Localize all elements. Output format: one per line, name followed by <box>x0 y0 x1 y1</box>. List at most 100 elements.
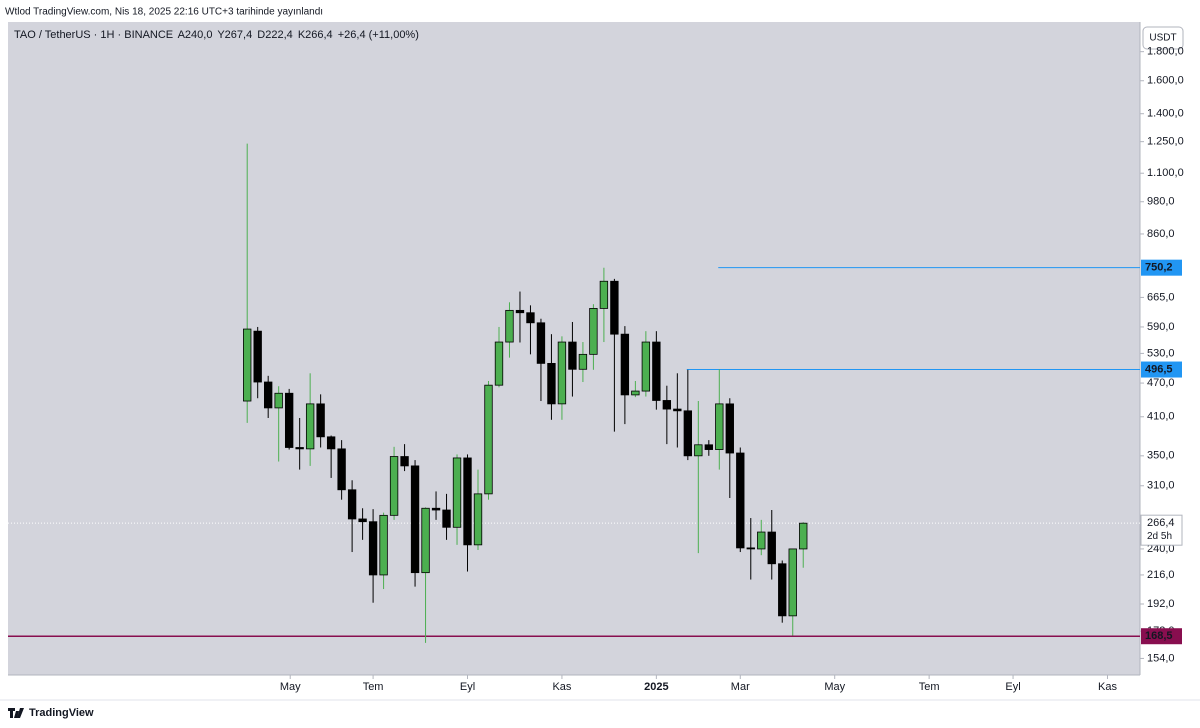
y-tick-label: 240,0 <box>1147 543 1175 555</box>
candle-body <box>736 452 745 549</box>
last-price-box <box>1140 514 1183 546</box>
y-tick-label: 216,0 <box>1147 569 1175 581</box>
candle-body <box>641 341 651 392</box>
x-tick-label: Mar <box>731 681 750 693</box>
brand-icon <box>8 708 24 718</box>
level-label: 496,5 <box>1145 363 1173 375</box>
candle-body <box>505 309 514 343</box>
candle-body <box>484 384 493 495</box>
y-tick-label: 665,0 <box>1147 291 1175 303</box>
candle-body <box>431 507 441 511</box>
y-tick-label: 1.400,0 <box>1147 108 1184 120</box>
candle-body <box>274 392 283 409</box>
x-tick-label: Tem <box>363 681 384 693</box>
y-tick-label: 410,0 <box>1147 411 1175 423</box>
level-label-box <box>1141 361 1182 378</box>
y-tick-label: 350,0 <box>1147 450 1175 462</box>
y-tick-label: 154,0 <box>1147 652 1175 664</box>
y-tick-label: 1.600,0 <box>1147 75 1184 87</box>
legend-symbol: TAO / TetherUS · 1H · BINANCE <box>14 29 173 41</box>
candle-body <box>515 309 525 314</box>
candle-body <box>746 547 755 550</box>
candle-body <box>253 330 262 383</box>
candle-body <box>243 328 252 402</box>
y-tick-label: 192,0 <box>1147 598 1175 610</box>
candle-body <box>316 403 325 438</box>
candle-body <box>368 521 378 576</box>
candle-body <box>284 392 294 448</box>
candle-body <box>599 280 609 309</box>
candle-body <box>337 448 346 491</box>
candle-body <box>757 531 766 550</box>
level-label: 750,2 <box>1145 262 1173 274</box>
candle-body <box>347 489 357 520</box>
candle-body <box>799 522 808 550</box>
candle-body <box>589 308 598 355</box>
candle-body <box>767 531 776 565</box>
candle-body <box>305 403 315 450</box>
candle-body <box>358 518 367 523</box>
legend-open: A240,0 <box>178 29 213 41</box>
brand-name: TradingView <box>29 707 94 719</box>
x-tick-label: Kas <box>1098 681 1117 693</box>
candle-body <box>652 341 661 401</box>
candle-body <box>620 333 630 396</box>
last-price-label: 266,4 <box>1147 517 1175 529</box>
candle-body <box>788 548 797 617</box>
legend: TAO / TetherUS · 1H · BINANCE A240,0 Y26… <box>14 29 419 41</box>
currency-label[interactable]: USDT <box>1149 33 1176 44</box>
last-price-countdown: 2d 5h <box>1147 531 1172 542</box>
candle-body <box>379 514 388 576</box>
candle-body <box>610 280 619 335</box>
candle-body <box>568 341 577 370</box>
x-tick-label: Eyl <box>460 681 475 693</box>
candle-body <box>473 493 483 546</box>
candle-body <box>389 456 399 516</box>
candle-body <box>536 322 546 364</box>
y-tick-label: 470,0 <box>1147 377 1175 389</box>
x-tick-label: May <box>280 681 301 693</box>
candle-body <box>526 312 535 324</box>
legend-high: Y267,4 <box>217 29 252 41</box>
candle-body <box>421 507 430 574</box>
y-tick-label: 860,0 <box>1147 228 1175 240</box>
header-title: Wtlod TradingView.com, Nis 18, 2025 22:1… <box>5 7 323 18</box>
candle-body <box>694 444 703 457</box>
level-label-box <box>1141 259 1182 276</box>
candle-body <box>662 400 672 410</box>
y-tick-label: 1.100,0 <box>1147 167 1184 179</box>
x-tick-label: May <box>824 681 845 693</box>
candle-body <box>400 456 409 467</box>
y-tick-label: 590,0 <box>1147 321 1175 333</box>
candle-body <box>463 457 472 546</box>
candle-body <box>410 465 420 574</box>
candle-body <box>673 408 682 412</box>
y-tick-label: 980,0 <box>1147 196 1175 208</box>
y-tick-label: 310,0 <box>1147 480 1175 492</box>
candle-body <box>494 341 504 386</box>
candle-body <box>547 362 556 405</box>
y-tick-label: 1.250,0 <box>1147 136 1184 148</box>
candle-body <box>264 381 273 409</box>
candle-body <box>631 390 640 396</box>
level-label: 168,5 <box>1145 630 1173 642</box>
x-tick-label: 2025 <box>644 681 668 693</box>
candle-body <box>557 341 567 405</box>
candle-body <box>452 457 462 528</box>
legend-change: +26,4 (+11,00%) <box>338 29 419 41</box>
x-tick-label: Tem <box>919 681 940 693</box>
x-tick-label: Eyl <box>1005 681 1020 693</box>
candle-body <box>778 563 787 617</box>
y-tick-label: 530,0 <box>1147 347 1175 359</box>
candle-body <box>715 403 724 450</box>
candle-body <box>295 447 304 450</box>
x-tick-label: Kas <box>552 681 571 693</box>
y-tick-label: 1.800,0 <box>1147 46 1184 58</box>
candle-body <box>326 436 336 450</box>
candle-body <box>442 509 451 528</box>
level-label-box <box>1141 628 1182 645</box>
currency-button[interactable] <box>1142 26 1184 50</box>
legend-close: K266,4 <box>298 29 333 41</box>
